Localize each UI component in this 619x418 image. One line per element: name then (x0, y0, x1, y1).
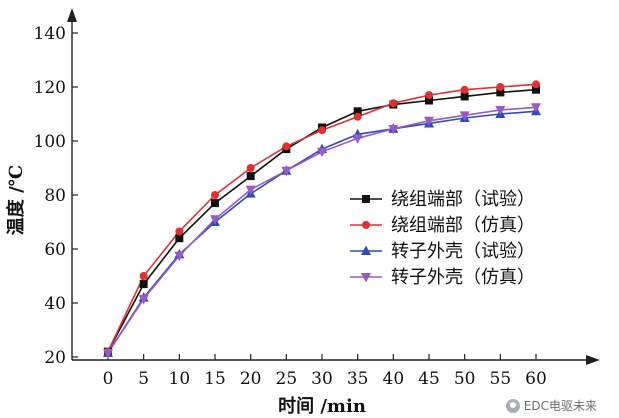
data-point (211, 199, 219, 208)
data-point (103, 348, 113, 359)
x-tick-label: 10 (169, 369, 191, 389)
y-tick-label: 60 (44, 240, 66, 260)
data-point (425, 96, 433, 105)
legend: 绕组端部（试验） 绕组端部（仿真） 转子外壳（试验） 转子外壳（仿真） (350, 189, 535, 288)
data-point (246, 164, 255, 172)
data-point (531, 103, 541, 113)
axes (67, 8, 600, 365)
data-point (281, 166, 292, 177)
y-tick-label: 100 (34, 132, 66, 152)
data-point (246, 172, 255, 181)
x-tick-label: 25 (276, 369, 298, 389)
data-point (175, 227, 184, 236)
x-tick-label: 55 (490, 369, 512, 389)
wechat-icon (505, 398, 520, 413)
y-tick-label: 40 (44, 294, 66, 314)
data-point (353, 112, 362, 121)
x-tick-label: 5 (138, 369, 149, 389)
series-markers (103, 80, 541, 359)
y-tick-label: 120 (34, 78, 66, 98)
x-axis-arrow (586, 355, 600, 365)
data-point (460, 92, 469, 101)
legend-marker (361, 245, 371, 255)
y-axis-arrow (67, 8, 77, 22)
x-tick-label: 20 (240, 369, 262, 389)
data-point (210, 215, 220, 225)
legend-marker (361, 273, 371, 283)
data-point (460, 85, 469, 94)
x-tick-label: 15 (204, 369, 226, 389)
x-tick-label: 60 (525, 369, 547, 389)
watermark-text: EDC电驱未来 (523, 399, 597, 413)
data-point (459, 111, 470, 121)
data-point (317, 147, 327, 158)
y-tick-label: 80 (44, 186, 66, 206)
x-axis-title: 时间 /min (278, 396, 366, 417)
legend-marker (362, 195, 370, 203)
data-point (352, 134, 363, 144)
ticks: 0 5 10 15 20 25 30 35 40 45 50 55 60 20 40 60 80 100 120 14… (34, 24, 547, 389)
legend-label: 绕组端部（仿真） (391, 215, 535, 236)
data-point (318, 126, 326, 135)
data-point (174, 251, 185, 262)
data-point (138, 294, 149, 305)
x-tick-label: 30 (311, 369, 333, 389)
x-tick-label: 40 (383, 369, 405, 389)
x-tick-label: 45 (418, 369, 440, 389)
data-point (496, 83, 505, 91)
legend-label: 转子外壳（试验） (391, 241, 535, 262)
x-tick-label: 0 (103, 369, 114, 389)
data-point (175, 234, 184, 243)
data-point (424, 116, 434, 127)
data-point (139, 272, 148, 280)
data-point (282, 142, 291, 151)
data-point (388, 124, 399, 135)
y-tick-label: 140 (34, 24, 66, 44)
data-point (425, 91, 433, 100)
legend-label: 绕组端部（试验） (391, 189, 535, 210)
x-tick-label: 50 (454, 369, 476, 389)
y-tick-label: 20 (44, 348, 66, 368)
data-point (139, 280, 148, 289)
data-point (353, 107, 362, 116)
y-axis-title: 温度 /℃ (5, 165, 27, 235)
data-point (496, 88, 505, 97)
legend-label: 转子外壳（仿真） (391, 267, 535, 288)
data-point (211, 191, 219, 199)
data-point (495, 105, 506, 116)
data-point (389, 99, 398, 108)
data-point (245, 185, 256, 196)
x-tick-label: 35 (347, 369, 369, 389)
watermark: EDC电驱未来 (505, 397, 597, 414)
data-point (532, 80, 540, 89)
data-point (532, 85, 540, 94)
legend-marker (362, 221, 370, 229)
